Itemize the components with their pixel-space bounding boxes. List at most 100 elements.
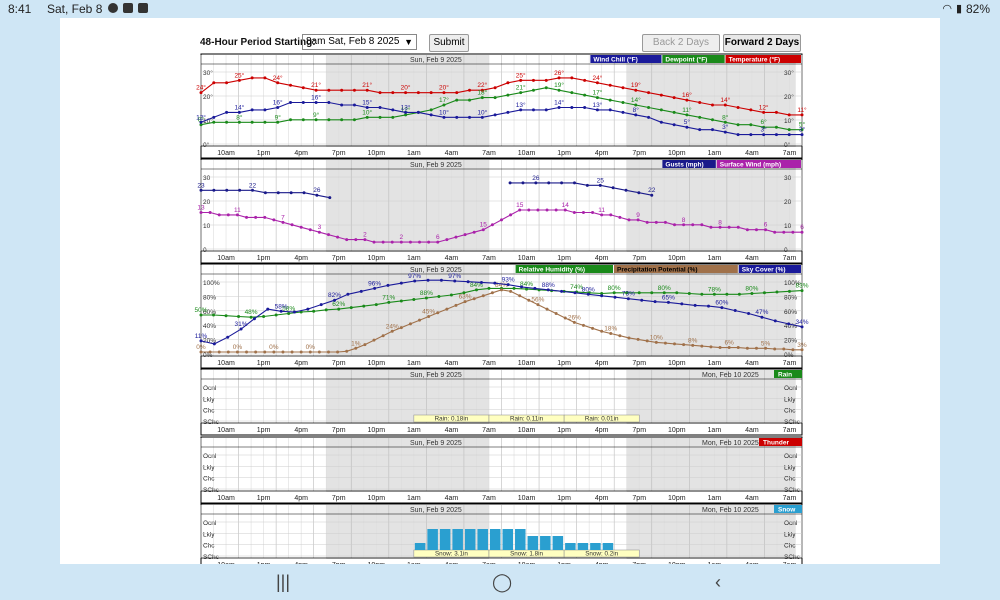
relative-humidity-point	[525, 287, 529, 291]
y-tick-label-right: 20%	[784, 338, 797, 345]
windchill-point	[583, 105, 587, 109]
precip-potential-point	[336, 350, 340, 354]
gusts-point	[225, 188, 229, 192]
precip-potential-point	[509, 289, 513, 293]
relative-humidity-point	[237, 314, 241, 318]
x-tick-label: 7pm	[632, 495, 646, 502]
temperature-point	[404, 91, 408, 95]
back-2-days-button[interactable]: Back 2 Days	[642, 34, 720, 52]
y-tick-label: 30°	[203, 69, 213, 77]
surface-wind-point	[326, 233, 330, 237]
surface-wind-point	[427, 240, 431, 244]
dewpoint-data-label: 21°	[516, 84, 526, 92]
sky-cover-point	[252, 317, 256, 321]
dewpoint-data-label: 8°	[236, 113, 243, 121]
x-tick-label: 4am	[745, 360, 759, 367]
precip-potential-point	[536, 303, 540, 307]
x-tick-label: 7pm	[632, 360, 646, 367]
windchill-point	[723, 130, 727, 134]
x-tick-label: 7pm	[632, 150, 646, 157]
y-tick-label: 10°	[203, 117, 213, 125]
dewpoint-point	[225, 120, 229, 124]
precip-potential-point	[208, 350, 212, 354]
temperature-data-label: 22°	[477, 81, 487, 89]
snow-qpf-label: Snow: 0.2in	[585, 551, 618, 558]
windchill-data-label: 5°	[684, 118, 691, 126]
surface-wind-point	[518, 208, 522, 212]
x-tick-label: 4pm	[595, 255, 609, 262]
x-tick-label: 4pm	[294, 360, 308, 367]
x-tick-label: 7pm	[332, 360, 346, 367]
precip-potential-point	[418, 318, 422, 322]
dewpoint-point	[455, 98, 459, 102]
y-tick-label: SChc	[203, 487, 220, 494]
windchill-data-label: 8°	[633, 106, 640, 114]
sky-cover-data-label: 31%	[235, 321, 248, 328]
x-tick-label: 10am	[518, 255, 536, 262]
windchill-point	[672, 123, 676, 127]
relative-humidity-point	[349, 306, 353, 310]
sky-cover-point	[520, 285, 524, 289]
sky-cover-point	[333, 298, 337, 302]
surface-wind-point	[554, 208, 558, 212]
dewpoint-point	[762, 125, 766, 129]
surface-wind-point	[217, 213, 221, 217]
temperature-point	[263, 76, 267, 80]
legend-swatch	[716, 160, 801, 168]
dewpoint-point	[365, 115, 369, 119]
rain-qpf-label: Rain: 0.18in	[435, 416, 469, 423]
submit-button[interactable]: Submit	[429, 34, 469, 52]
surface-wind-point	[372, 240, 376, 244]
legend-label: Wind Chill (°F)	[593, 56, 637, 64]
snow-qpf-box	[563, 549, 640, 558]
temperature-data-label: 24°	[196, 84, 206, 92]
temperature-point	[736, 105, 740, 109]
precip-potential-point	[500, 288, 503, 292]
recent-apps-icon[interactable]: |||	[276, 572, 291, 592]
legend-label: Surface Wind (mph)	[720, 162, 781, 169]
relative-humidity-point	[487, 286, 491, 290]
surface-wind-point	[536, 208, 540, 212]
home-icon[interactable]: ◯	[492, 572, 513, 592]
sky-cover-data-label: 11%	[195, 333, 208, 340]
surface-wind-point	[308, 228, 312, 232]
gusts-point	[263, 191, 267, 195]
period-select[interactable]: 8am Sat, Feb 8 2025 ▼	[302, 34, 417, 50]
relative-humidity-point	[462, 291, 466, 295]
relative-humidity-point	[224, 314, 228, 318]
windchill-point	[480, 115, 484, 119]
y-tick-label: 20°	[203, 93, 213, 101]
dewpoint-data-label: 12°	[401, 106, 411, 114]
legend-swatch	[774, 370, 802, 378]
temperature-data-label: 24°	[273, 74, 283, 82]
surface-wind-point	[408, 240, 412, 244]
x-tick-label: 4pm	[294, 562, 308, 564]
temperature-point	[710, 103, 714, 107]
snow-qpf-label: Snow: 1.8in	[510, 551, 543, 558]
windchill-point	[800, 133, 804, 137]
back-icon[interactable]: ‹	[715, 572, 721, 592]
sky-cover-data-label: 93%	[502, 277, 515, 284]
relative-humidity-point	[412, 297, 416, 301]
temperature-point	[225, 81, 229, 85]
sky-cover-data-label: 96%	[368, 280, 381, 287]
relative-humidity-point	[424, 296, 428, 300]
surface-wind-point	[226, 213, 230, 217]
relative-humidity-point	[262, 314, 266, 318]
y-tick-label: SChc	[203, 419, 220, 426]
windchill-point	[250, 108, 254, 112]
temperature-point	[314, 88, 318, 92]
surface-wind-point	[691, 223, 695, 227]
dewpoint-data-label: 9°	[275, 113, 282, 121]
sky-cover-point	[212, 342, 216, 346]
x-tick-label: 4am	[745, 150, 759, 157]
windchill-data-label: 14°	[234, 103, 244, 111]
windchill-point	[365, 105, 369, 109]
gusts-point	[598, 183, 602, 187]
night-shade	[626, 160, 796, 252]
snow-bar	[577, 543, 589, 550]
forward-2-days-button[interactable]: Forward 2 Days	[723, 34, 801, 52]
x-tick-label: 4am	[445, 255, 459, 262]
x-tick-label: 1am	[407, 150, 421, 157]
x-tick-label: 4pm	[595, 427, 609, 434]
